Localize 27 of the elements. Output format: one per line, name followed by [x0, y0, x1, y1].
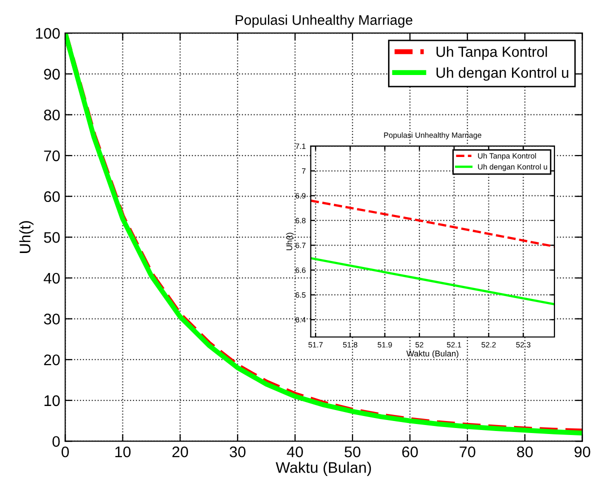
x-tick-label: 80	[517, 446, 533, 458]
x-tick-label: 90	[574, 446, 590, 458]
y-tick-label: 80	[44, 110, 60, 120]
y-tick-label: 40	[44, 272, 60, 284]
y-tick-label: 100	[36, 28, 60, 39]
y-tick-label: 90	[44, 68, 60, 80]
legend-label: Uh dengan Kontrol u	[436, 67, 568, 81]
x-tick-label: 60	[402, 446, 418, 458]
x-tick-label: 50	[344, 446, 360, 458]
x-tick-label: 30	[230, 446, 246, 458]
y-tick-label: 10	[44, 395, 60, 406]
chart-title: Populasi Unhealthy Marriage	[236, 14, 412, 28]
y-tick-label: 70	[44, 150, 60, 162]
y-tick-label: 50	[44, 232, 60, 243]
x-tick-label: 20	[172, 446, 188, 458]
y-tick-label: 0	[52, 436, 60, 447]
x-tick-label: 10	[115, 446, 131, 458]
y-axis-title: Uh(t)	[286, 232, 294, 250]
y-tick-label: 30	[44, 314, 60, 324]
x-axis-title: Waktu (Bulan)	[276, 462, 371, 476]
legend-label: Uh Tanpa Kontrol	[436, 46, 547, 60]
y-tick-label: 60	[44, 191, 60, 202]
x-tick-label: 0	[62, 446, 69, 458]
y-tick-label: 20	[44, 354, 60, 366]
x-tick-label: 70	[460, 446, 476, 458]
y-axis-title: Uh(t)	[19, 221, 34, 253]
x-axis-title: Waktu (Bulan)	[406, 350, 458, 358]
